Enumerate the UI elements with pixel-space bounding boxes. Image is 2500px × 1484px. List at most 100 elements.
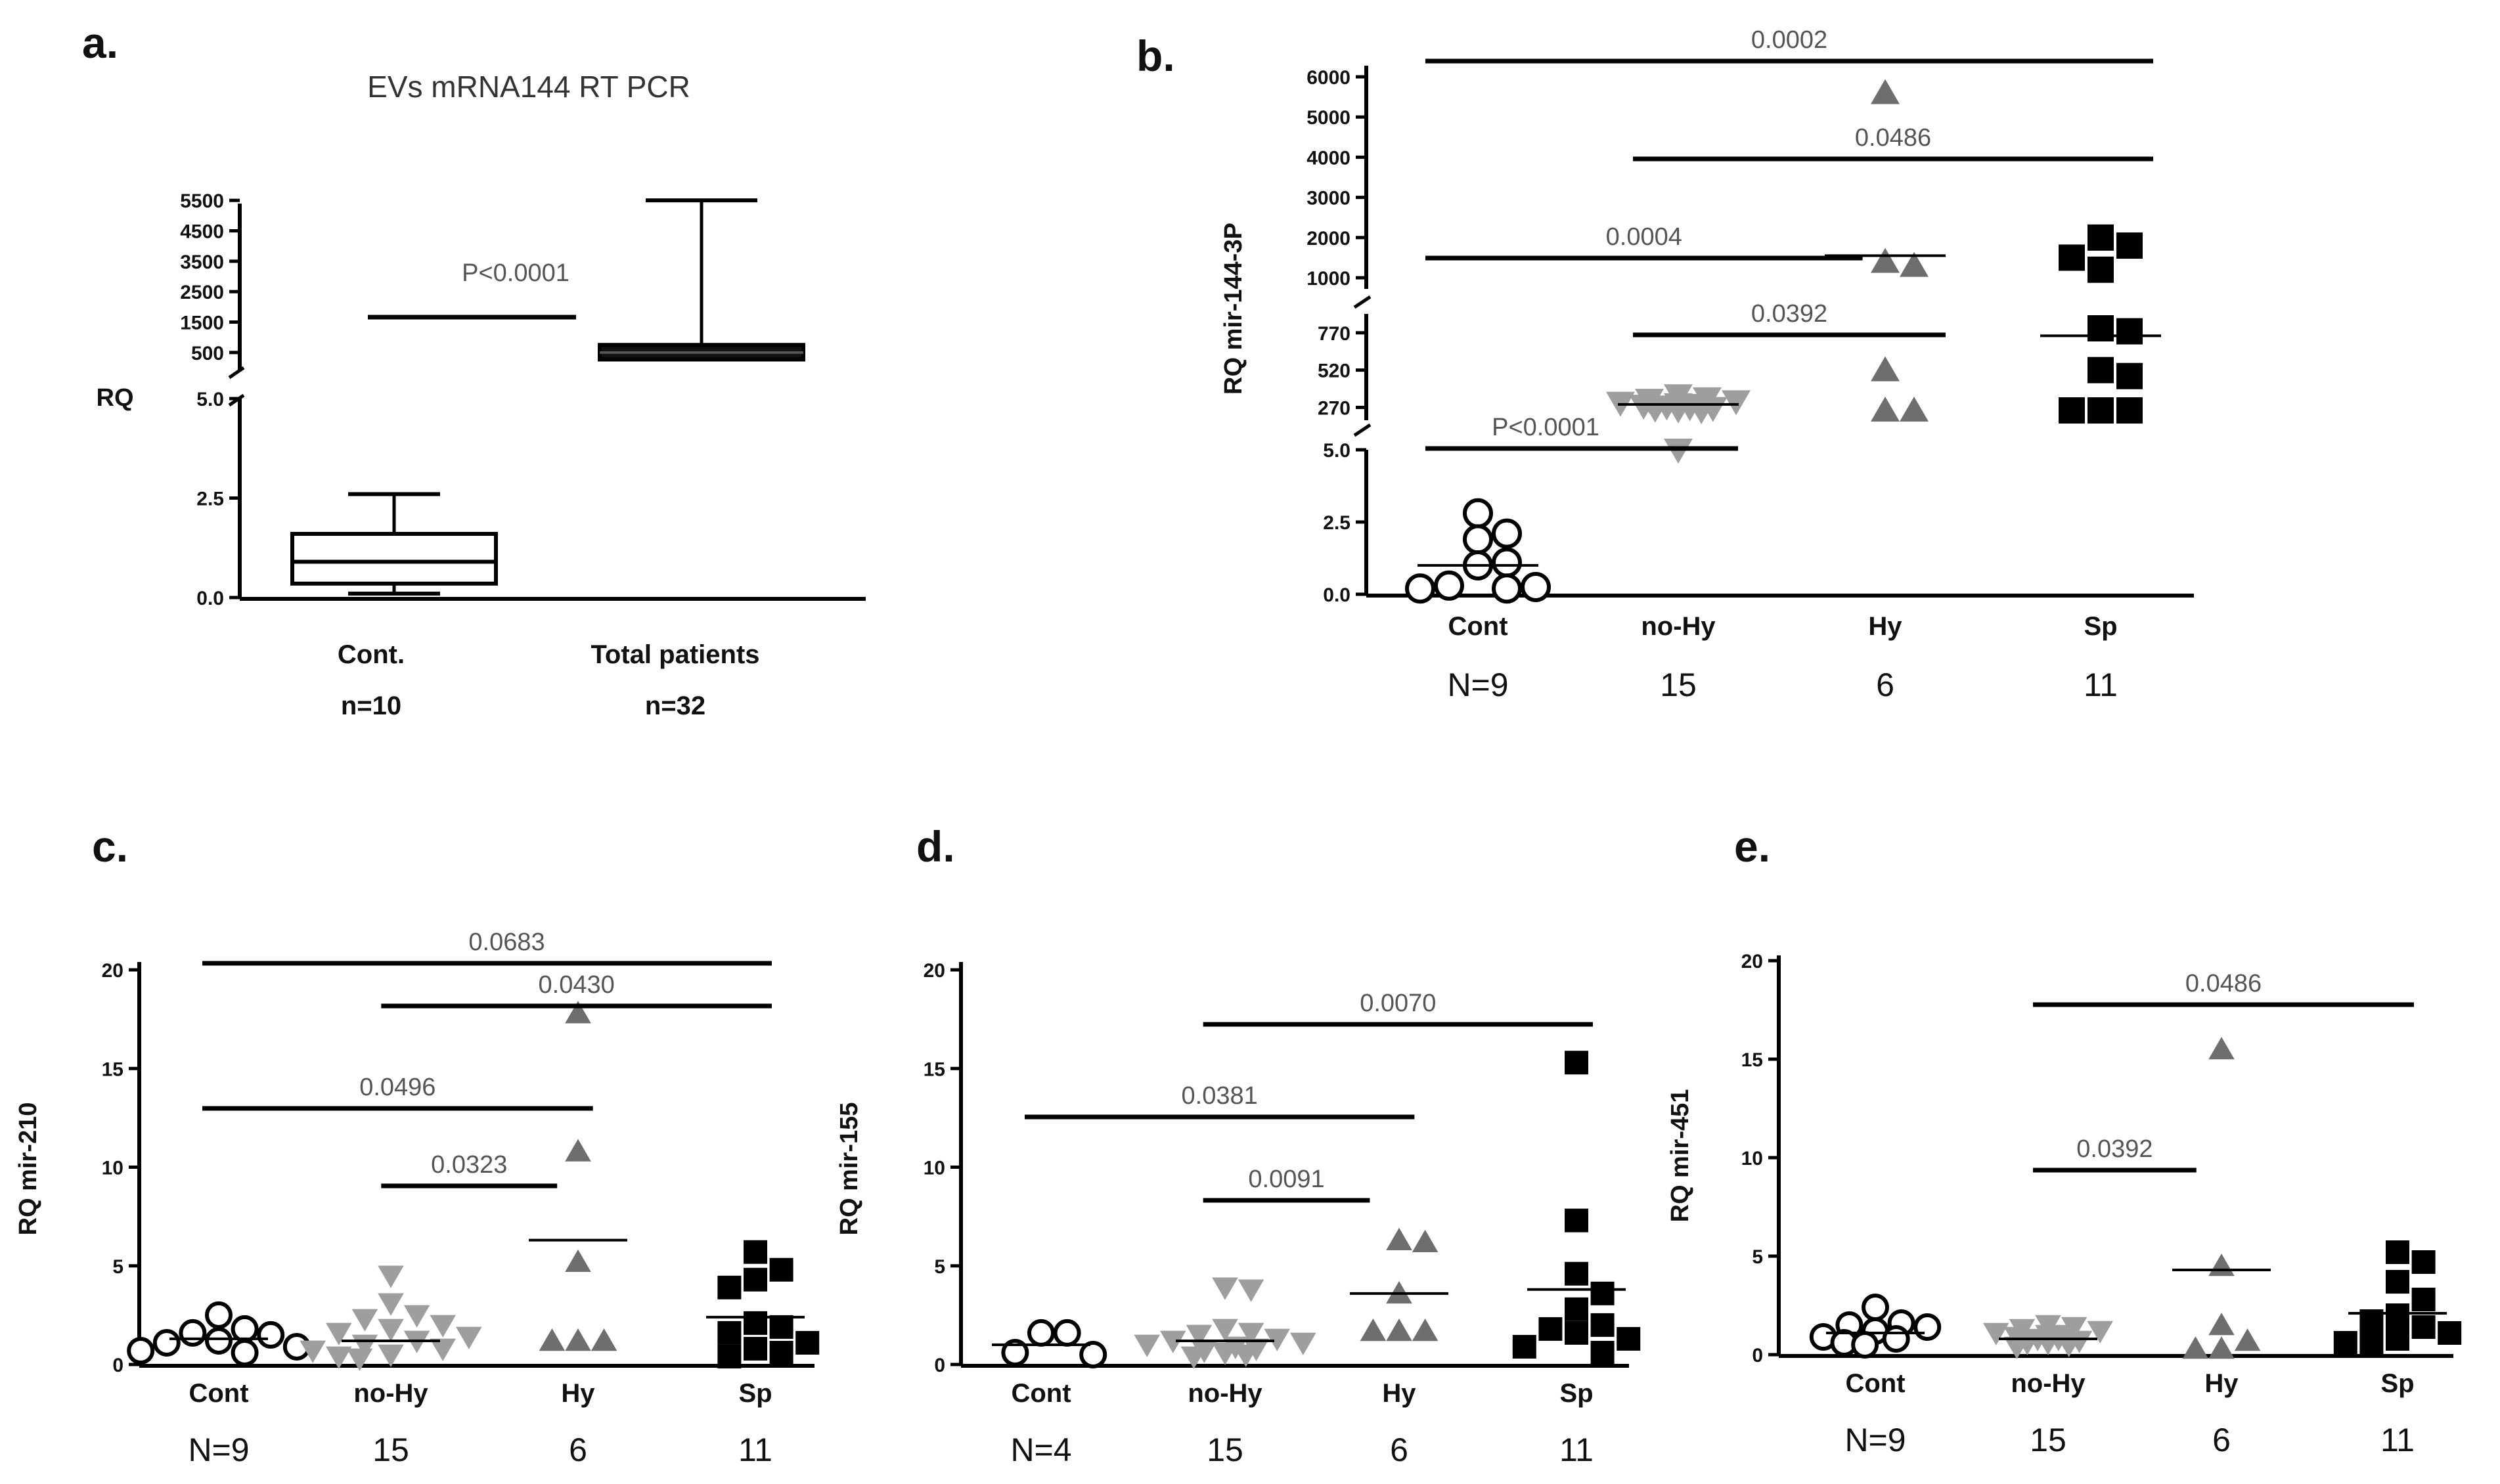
- panel-letter: a.: [82, 18, 118, 67]
- data-point: [1360, 1319, 1387, 1342]
- data-point: [744, 1267, 767, 1292]
- y-tick-label: 500: [191, 343, 224, 364]
- data-point: [430, 1315, 456, 1338]
- data-point: [2438, 1321, 2462, 1345]
- p-value-label: P<0.0001: [1492, 414, 1599, 441]
- y-tick-label: 1000: [1306, 268, 1350, 290]
- y-tick-label: 0: [112, 1355, 123, 1376]
- y-tick-label: 5500: [180, 190, 224, 212]
- data-point: [2333, 1331, 2357, 1355]
- y-tick-label: 5: [1752, 1246, 1763, 1268]
- data-point: [1565, 1297, 1588, 1321]
- data-point: [1492, 573, 1522, 604]
- p-value-label: 0.0381: [1182, 1082, 1258, 1110]
- n-label: 11: [738, 1431, 772, 1468]
- category-label: Hy: [1382, 1379, 1416, 1408]
- y-tick-label: 4000: [1306, 147, 1350, 169]
- p-value-label: 0.0002: [1751, 26, 1827, 54]
- data-point: [2182, 1336, 2209, 1359]
- data-point: [1001, 1338, 1029, 1366]
- category-label: Hy: [561, 1379, 595, 1408]
- data-point: [456, 1326, 482, 1349]
- y-tick-label: 0: [934, 1355, 945, 1376]
- data-point: [1492, 547, 1522, 578]
- data-point: [2116, 362, 2143, 389]
- data-point: [1565, 1208, 1588, 1233]
- data-point: [2003, 1336, 2030, 1359]
- data-point: [591, 1328, 617, 1351]
- data-point: [2386, 1327, 2409, 1351]
- data-point: [1538, 1317, 1563, 1341]
- data-point: [430, 1338, 456, 1361]
- data-point: [1862, 1294, 1889, 1321]
- data-point: [2116, 232, 2143, 259]
- data-point: [2386, 1303, 2409, 1327]
- data-point: [2208, 1313, 2235, 1336]
- category-label: Cont: [1448, 612, 1507, 641]
- axis-break-mark: [1353, 295, 1372, 309]
- data-point: [205, 1326, 233, 1355]
- data-point: [152, 1328, 181, 1357]
- y-axis-label: RQ mir-451: [1666, 1089, 1694, 1223]
- data-point: [1386, 1227, 1412, 1250]
- data-point: [257, 1320, 285, 1349]
- data-point: [2234, 1328, 2261, 1351]
- data-point: [1463, 498, 1493, 529]
- data-point: [1180, 1346, 1207, 1369]
- data-point: [539, 1328, 566, 1351]
- category-label: Sp: [2084, 612, 2117, 641]
- p-value-label: 0.0323: [431, 1151, 507, 1179]
- panel-b: b. 0.0 2.5 5.0 270 520 770 1000 2000 3000 4000 5000…: [1136, 26, 2194, 703]
- n-label: 6: [1876, 666, 1894, 703]
- category-label: Cont: [1011, 1379, 1071, 1408]
- data-point: [231, 1315, 259, 1343]
- category-label: Cont: [189, 1379, 248, 1408]
- category-label: no-Hy: [2011, 1369, 2086, 1398]
- data-point: [1212, 1277, 1238, 1300]
- y-axis-label: RQ mir-155: [836, 1102, 863, 1236]
- data-point: [378, 1344, 404, 1367]
- data-point: [1238, 1279, 1264, 1302]
- data-point: [565, 1001, 591, 1024]
- data-point: [565, 1249, 591, 1273]
- n-label: n=32: [645, 691, 705, 720]
- p-value-label: 0.0004: [1606, 223, 1682, 251]
- data-point: [2087, 397, 2114, 424]
- y-tick-label: 20: [102, 960, 123, 982]
- y-tick-label: 4500: [180, 221, 224, 243]
- y-tick-label: 10: [102, 1158, 123, 1179]
- data-point: [1290, 1332, 1316, 1355]
- y-tick-label: 15: [924, 1058, 945, 1080]
- data-point: [1565, 1320, 1588, 1345]
- data-point: [2055, 1334, 2082, 1357]
- data-point: [179, 1319, 207, 1347]
- y-tick-label: 270: [1318, 397, 1350, 419]
- data-point: [1983, 1322, 2009, 1345]
- data-point: [1243, 1338, 1270, 1361]
- data-point: [1160, 1330, 1186, 1353]
- data-point: [1134, 1334, 1160, 1357]
- y-tick-label: 2500: [180, 282, 224, 303]
- data-point: [326, 1346, 352, 1369]
- data-point: [1053, 1319, 1081, 1347]
- y-tick-label: 0: [1752, 1345, 1763, 1366]
- category-label: Sp: [2380, 1369, 2414, 1398]
- panel-letter: d.: [916, 822, 955, 871]
- data-point: [717, 1344, 742, 1368]
- n-label: n=10: [341, 691, 401, 720]
- data-point: [1434, 570, 1464, 601]
- data-point: [231, 1338, 259, 1366]
- data-point: [1590, 1313, 1615, 1337]
- data-point: [1521, 572, 1551, 602]
- data-point: [717, 1320, 742, 1345]
- data-point: [403, 1305, 430, 1328]
- data-point: [1871, 248, 1900, 273]
- data-point: [769, 1315, 793, 1339]
- data-point: [1565, 1051, 1588, 1075]
- data-point: [1512, 1334, 1536, 1359]
- data-point: [769, 1340, 793, 1364]
- data-point: [2087, 256, 2114, 283]
- data-point: [1212, 1342, 1238, 1365]
- data-point: [1238, 1322, 1264, 1345]
- p-value-label: 0.0392: [2076, 1135, 2153, 1163]
